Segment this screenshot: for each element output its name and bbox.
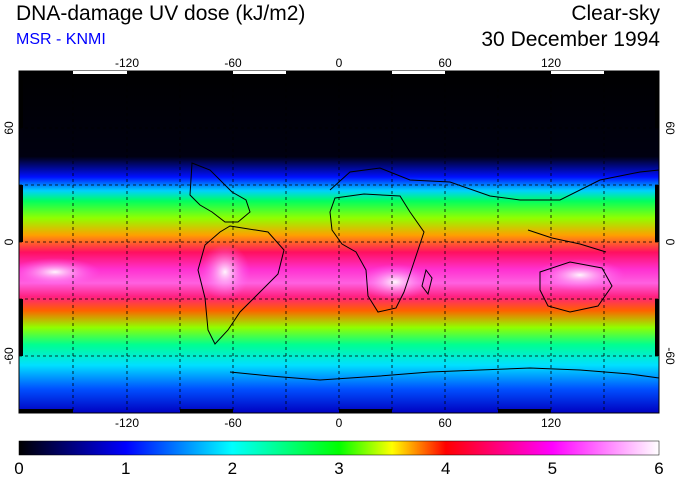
lon-tick-top: 120 <box>541 56 561 70</box>
frame-bars-light <box>73 71 604 74</box>
lon-tick-top: 0 <box>336 56 343 70</box>
lon-tick-bottom: -120 <box>115 416 139 430</box>
lon-tick-bottom: 60 <box>438 416 452 430</box>
lat-tick-right: 0 <box>663 239 677 246</box>
uv-hotspot-pacific <box>19 258 100 286</box>
frame-bars <box>19 71 659 413</box>
lat-tick-right: -60 <box>663 347 677 365</box>
date-label: 30 December 1994 <box>481 28 660 51</box>
lon-tick-bottom: -60 <box>224 416 242 430</box>
colorbar-tick: 0 <box>14 459 23 478</box>
lon-tick-top: -60 <box>224 56 242 70</box>
lon-tick-top: 60 <box>438 56 452 70</box>
lat-tick-left: 0 <box>2 238 16 245</box>
colorbar-tick: 3 <box>334 459 343 478</box>
colorbar-tick: 1 <box>121 459 130 478</box>
coastlines <box>189 162 659 381</box>
uv-hotspot-africa <box>360 264 430 300</box>
graticule <box>19 71 659 413</box>
lat-tick-right: 60 <box>663 121 677 135</box>
colorbar-tick: 5 <box>548 459 557 478</box>
colorbar-tick: 4 <box>441 459 450 478</box>
colorbar-tick: 6 <box>654 459 663 478</box>
colorbar <box>18 440 660 456</box>
source-label: MSR - KNMI <box>16 31 106 48</box>
coast-madagascar <box>421 268 433 296</box>
map-title: DNA-damage UV dose (kJ/m2) <box>16 2 306 25</box>
uv-hotspot-australia <box>535 259 625 291</box>
coast-indonesia <box>527 229 607 253</box>
coast-south-america <box>197 225 285 345</box>
coast-australia <box>539 261 613 313</box>
lon-tick-bottom: 0 <box>336 416 343 430</box>
coast-eurasia <box>329 167 659 201</box>
sky-condition-label: Clear-sky <box>571 2 660 25</box>
colorbar-tick: 2 <box>228 459 237 478</box>
lat-tick-left: -60 <box>2 347 16 365</box>
lat-tick-left: 60 <box>2 121 16 135</box>
coast-antarctica <box>229 367 659 381</box>
lon-tick-bottom: 120 <box>541 416 561 430</box>
lon-tick-top: -120 <box>115 56 139 70</box>
uv-hotspot-south-america <box>200 244 250 300</box>
